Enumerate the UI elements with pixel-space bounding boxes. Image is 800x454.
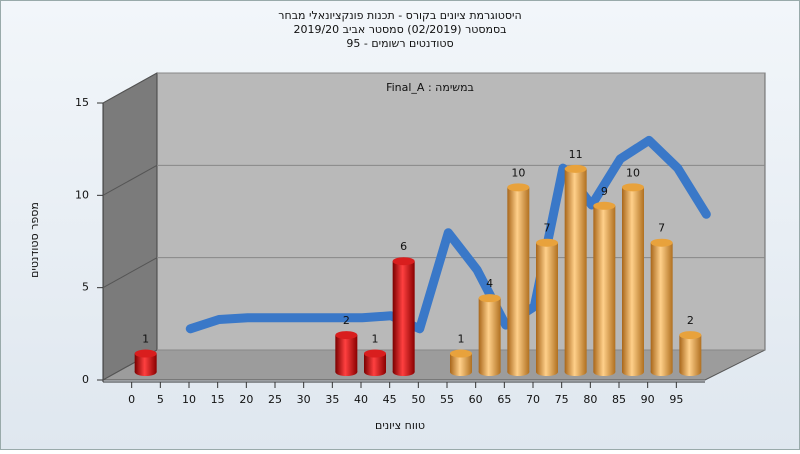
- x-tick-label: 30: [297, 393, 311, 406]
- x-tick-label: 15: [211, 393, 225, 406]
- annotation: במשימה : Final_A: [386, 81, 474, 94]
- bar-base: [392, 368, 415, 376]
- y-tick-label: 10: [75, 188, 89, 201]
- bar-cap: [650, 238, 673, 247]
- grid-line: [102, 257, 158, 289]
- bar: [134, 353, 157, 372]
- x-tick-label: 50: [411, 393, 425, 406]
- bar-cap: [450, 349, 472, 358]
- bar-base: [593, 368, 616, 376]
- bar-cap: [134, 349, 157, 358]
- chart-subtitle: סטודנטים רשומים - 95: [346, 37, 453, 50]
- x-tick-label: 35: [325, 393, 339, 406]
- x-tick-label: 55: [440, 393, 454, 406]
- bar: [650, 242, 673, 372]
- x-tick-label: 20: [239, 393, 253, 406]
- x-tick-label: 70: [526, 393, 540, 406]
- bar-cap: [622, 183, 644, 192]
- bar-base: [478, 368, 501, 376]
- x-tick-label: 75: [555, 393, 569, 406]
- value-label: 9: [601, 185, 608, 198]
- bar: [564, 168, 587, 372]
- bar-base: [564, 368, 587, 376]
- x-tick-label: 95: [669, 393, 683, 406]
- value-label: 10: [511, 166, 525, 179]
- value-label: 11: [569, 148, 583, 161]
- x-tick-label: 65: [497, 393, 511, 406]
- y-tick-label: 15: [75, 96, 89, 109]
- x-tick-label: 60: [469, 393, 483, 406]
- bar-base: [679, 368, 702, 376]
- bar-base: [134, 368, 157, 376]
- x-axis-label: טווח ציונים: [375, 419, 425, 432]
- bar: [507, 187, 530, 372]
- bar: [392, 261, 415, 372]
- x-tick-label: 45: [383, 393, 397, 406]
- bar: [478, 298, 501, 372]
- value-label: 1: [372, 333, 379, 346]
- bar-cap: [392, 257, 415, 266]
- value-label: 7: [544, 222, 551, 235]
- bar: [622, 187, 644, 372]
- bar-base: [335, 368, 358, 376]
- back-wall: [156, 72, 766, 351]
- x-tick-label: 40: [354, 393, 368, 406]
- x-tick-label: 85: [612, 393, 626, 406]
- value-label: 2: [687, 314, 694, 327]
- chart-title: היסטוגרמת ציונים בקורס - תכנות פונקציונא…: [278, 9, 521, 22]
- x-tick-label: 5: [157, 393, 164, 406]
- bar-base: [450, 368, 472, 376]
- bar: [450, 353, 472, 372]
- x-tick-label: 10: [182, 393, 196, 406]
- value-label: 1: [142, 333, 149, 346]
- bar-base: [507, 368, 530, 376]
- x-tick-label: 0: [128, 393, 135, 406]
- bar-cap: [564, 164, 587, 173]
- bar-base: [364, 368, 386, 376]
- bar: [536, 242, 558, 372]
- x-tick-label: 90: [641, 393, 655, 406]
- value-label: 4: [486, 277, 493, 290]
- bar-base: [650, 368, 673, 376]
- chart-subtitle: בסמסטר (02/2019) סמסטר אביב 2019/20: [293, 23, 506, 36]
- bar-cap: [507, 183, 530, 192]
- bar: [593, 205, 616, 372]
- value-label: 10: [626, 166, 640, 179]
- bar-cap: [679, 331, 702, 340]
- bar-cap: [335, 331, 358, 340]
- grid-line: [102, 164, 158, 196]
- bar-cap: [536, 238, 558, 247]
- x-tick-label: 25: [268, 393, 282, 406]
- bar: [335, 335, 358, 372]
- bar: [364, 353, 386, 372]
- value-label: 6: [400, 240, 407, 253]
- x-tick-label: 80: [583, 393, 597, 406]
- bar-cap: [593, 201, 616, 210]
- y-axis-label: מספר סטודנטים: [28, 202, 41, 278]
- y-tick-label: 5: [82, 281, 89, 294]
- value-label: 1: [458, 333, 465, 346]
- bar-base: [622, 368, 644, 376]
- grid-line: [102, 72, 158, 104]
- value-label: 7: [658, 222, 665, 235]
- bar-base: [536, 368, 558, 376]
- value-label: 2: [343, 314, 350, 327]
- bar: [679, 335, 702, 372]
- trend-line: [185, 135, 711, 334]
- bar-cap: [478, 294, 501, 303]
- bar-cap: [364, 349, 386, 358]
- y-tick-label: 0: [82, 373, 89, 386]
